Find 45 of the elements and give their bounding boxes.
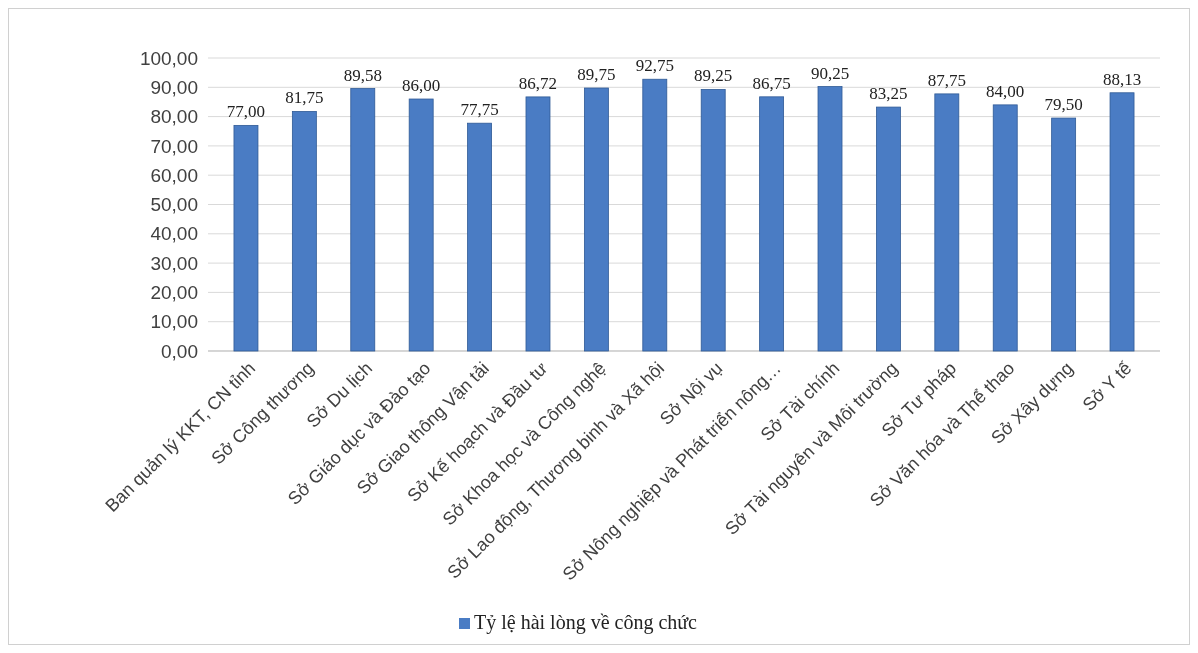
- y-tick-label: 50,00: [150, 194, 198, 216]
- bar: [291, 111, 317, 352]
- y-tick-label: 60,00: [150, 164, 198, 186]
- data-label: 89,75: [577, 65, 616, 85]
- data-label: 92,75: [635, 56, 674, 76]
- data-label: 86,72: [518, 73, 558, 93]
- y-tick-label: 90,00: [150, 76, 198, 98]
- data-label: 86,75: [752, 73, 791, 93]
- bar: [934, 93, 960, 352]
- bar: [642, 78, 668, 352]
- data-label: 86,00: [402, 76, 441, 96]
- bar: [700, 89, 726, 352]
- y-tick-label: 10,00: [150, 311, 198, 333]
- y-tick-label: 40,00: [150, 223, 198, 245]
- data-label: 77,00: [226, 102, 266, 122]
- data-label: 77,75: [460, 100, 499, 120]
- bar: [408, 98, 434, 352]
- bar: [759, 96, 785, 352]
- bar: [350, 88, 376, 352]
- bar: [992, 104, 1018, 352]
- data-label: 83,25: [869, 84, 908, 104]
- bar: [233, 124, 259, 352]
- y-tick-label: 30,00: [150, 252, 198, 274]
- data-label: 90,25: [810, 63, 850, 83]
- y-tick-label: 70,00: [150, 135, 198, 157]
- data-label: 84,00: [986, 81, 1025, 101]
- legend-label: Tỷ lệ hài lòng về công chức: [474, 611, 698, 634]
- data-label: 79,50: [1044, 95, 1083, 115]
- x-tick-label: Sở Y tế: [1078, 358, 1136, 415]
- data-label: 88,13: [1102, 69, 1142, 89]
- data-label: 81,75: [285, 88, 324, 108]
- bar: [467, 122, 492, 352]
- y-tick-label: 80,00: [150, 106, 198, 128]
- y-tick-label: 20,00: [150, 282, 198, 304]
- bar: [817, 86, 843, 352]
- data-label: 89,25: [694, 66, 733, 86]
- bar: [583, 87, 609, 352]
- y-tick-label: 0,00: [161, 340, 198, 362]
- bar: [525, 96, 551, 352]
- y-tick-label: 100,00: [139, 47, 198, 69]
- data-label: 89,58: [343, 65, 382, 85]
- bar: [1109, 92, 1135, 352]
- bar: [876, 106, 901, 352]
- bar: [1051, 117, 1077, 352]
- data-label: 87,75: [927, 70, 966, 90]
